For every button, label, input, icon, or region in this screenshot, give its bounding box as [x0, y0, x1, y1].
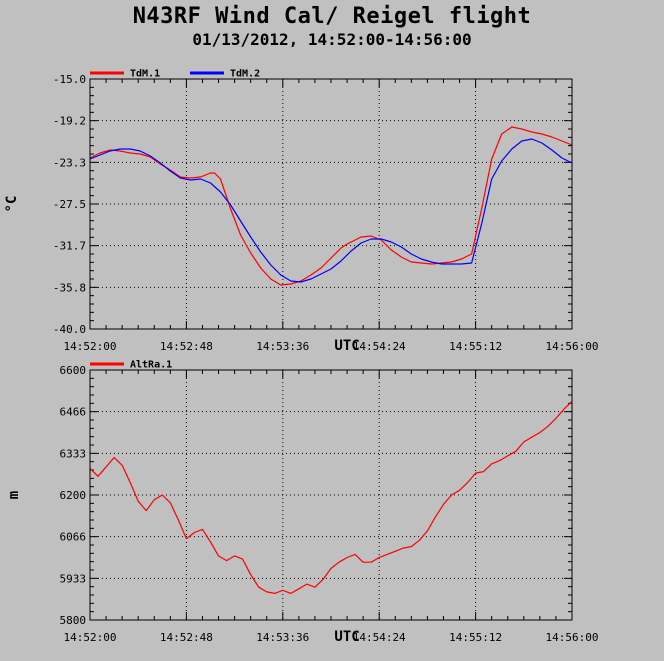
x-tick-label: 14:55:12	[449, 340, 502, 353]
plot-frame	[89, 78, 573, 330]
legend-label-AltRa.1: AltRa.1	[130, 360, 172, 371]
legend-label-TdM.2: TdM.2	[230, 69, 260, 80]
chart-subtitle: 01/13/2012, 14:52:00-14:56:00	[192, 30, 472, 49]
y-tick-label: 6333	[60, 447, 87, 460]
x-tick-label: 14:56:00	[546, 340, 599, 353]
panel-1: -15.0 -19.2 -23.3 -27.5 -31.7 -35.8 -40.0 14:52…	[4, 69, 598, 355]
y-tick-label: -40.0	[53, 323, 86, 336]
y-tick-label: -31.7	[53, 240, 86, 253]
x-tick-label: 14:53:36	[256, 340, 309, 353]
panel-2: 6600 6466 6333 6200 6066 5933 5800 14:52:00 14:5…	[6, 360, 598, 646]
x-tick-label: 14:52:48	[160, 340, 213, 353]
y-tick-label: -23.3	[53, 156, 86, 169]
y-axis-label: m	[6, 491, 22, 499]
y-tick-label: 6200	[60, 489, 87, 502]
y-tick-label: -35.8	[53, 281, 86, 294]
x-tick-label: 14:52:00	[64, 340, 117, 353]
legend-label-TdM.1: TdM.1	[130, 69, 160, 80]
y-tick-label: 5933	[60, 572, 87, 585]
y-tick-label: -27.5	[53, 198, 86, 211]
series-line-AltRa.1	[89, 400, 573, 595]
y-tick-label: 6600	[60, 364, 87, 377]
plot-frame	[89, 369, 573, 621]
x-tick-label: 14:56:00	[546, 631, 599, 644]
series-line-TdM.1	[89, 126, 573, 286]
chart-title: N43RF Wind Cal/ Reigel flight	[132, 4, 532, 29]
x-tick-label: 14:52:48	[160, 631, 213, 644]
x-axis-label: UTC	[334, 338, 359, 354]
y-tick-label: 5800	[60, 614, 87, 627]
y-axis-label: °C	[4, 196, 20, 213]
y-tick-label: -15.0	[53, 73, 86, 86]
y-tick-label: 6466	[60, 406, 87, 419]
x-tick-label: 14:55:12	[449, 631, 502, 644]
x-axis-label: UTC	[334, 629, 359, 645]
x-tick-label: 14:53:36	[256, 631, 309, 644]
y-tick-label: 6066	[60, 531, 87, 544]
y-tick-label: -19.2	[53, 115, 86, 128]
x-tick-label: 14:54:24	[353, 631, 406, 644]
x-tick-label: 14:52:00	[64, 631, 117, 644]
series-line-TdM.2	[89, 138, 573, 283]
x-tick-label: 14:54:24	[353, 340, 406, 353]
